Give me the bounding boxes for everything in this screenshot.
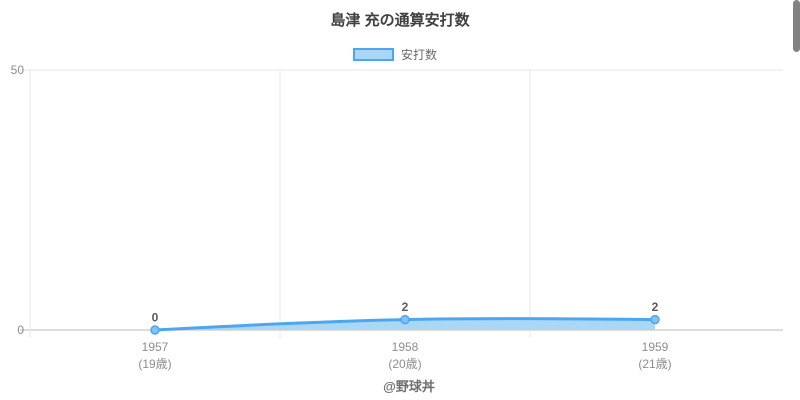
chart-title: 島津 充の通算安打数 [330, 12, 470, 29]
data-point[interactable] [400, 314, 410, 325]
legend-item[interactable]: 安打数 [0, 46, 790, 63]
footer-credit: @野球丼 [383, 379, 435, 394]
x-tick-label-year: 1957 [142, 340, 169, 354]
y-tick-label: 50 [11, 63, 25, 77]
x-tick-label-age: (21歳) [638, 357, 671, 371]
data-label: 0 [152, 311, 159, 325]
data-point[interactable] [650, 314, 660, 325]
data-point[interactable] [150, 325, 160, 335]
data-label: 2 [402, 300, 409, 314]
x-tick-label-year: 1958 [392, 340, 419, 354]
x-tick-label-year: 1959 [642, 340, 669, 354]
data-label: 2 [652, 300, 659, 314]
scrollbar-thumb[interactable] [793, 0, 800, 52]
x-tick-label-age: (19歳) [138, 357, 171, 371]
legend-label: 安打数 [400, 48, 437, 62]
x-tick-label-age: (20歳) [388, 357, 421, 371]
legend-swatch-icon [352, 48, 394, 61]
y-tick-label: 0 [17, 323, 24, 337]
